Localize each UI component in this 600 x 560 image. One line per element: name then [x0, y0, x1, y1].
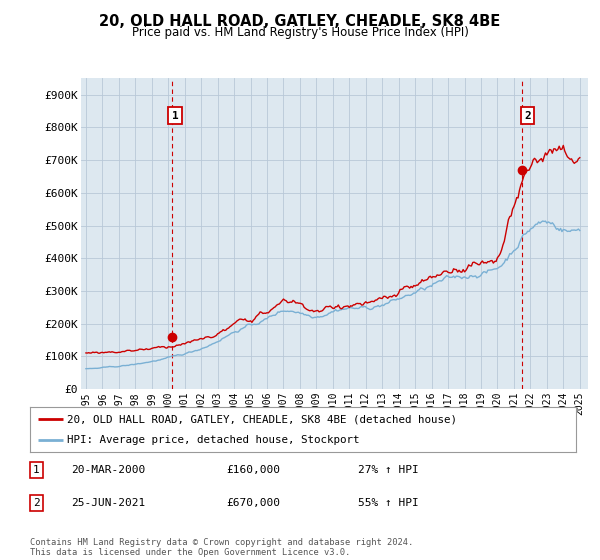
Text: £160,000: £160,000	[227, 465, 281, 475]
Text: 1: 1	[172, 111, 179, 121]
Text: 20-MAR-2000: 20-MAR-2000	[71, 465, 145, 475]
Text: 20, OLD HALL ROAD, GATLEY, CHEADLE, SK8 4BE: 20, OLD HALL ROAD, GATLEY, CHEADLE, SK8 …	[100, 14, 500, 29]
Text: 1: 1	[33, 465, 40, 475]
Text: 55% ↑ HPI: 55% ↑ HPI	[358, 498, 418, 508]
Text: 25-JUN-2021: 25-JUN-2021	[71, 498, 145, 508]
Text: £670,000: £670,000	[227, 498, 281, 508]
Text: Contains HM Land Registry data © Crown copyright and database right 2024.
This d: Contains HM Land Registry data © Crown c…	[30, 538, 413, 557]
Text: 2: 2	[33, 498, 40, 508]
Text: Price paid vs. HM Land Registry's House Price Index (HPI): Price paid vs. HM Land Registry's House …	[131, 26, 469, 39]
Text: 20, OLD HALL ROAD, GATLEY, CHEADLE, SK8 4BE (detached house): 20, OLD HALL ROAD, GATLEY, CHEADLE, SK8 …	[67, 414, 457, 424]
Text: 27% ↑ HPI: 27% ↑ HPI	[358, 465, 418, 475]
Text: HPI: Average price, detached house, Stockport: HPI: Average price, detached house, Stoc…	[67, 435, 359, 445]
Text: 2: 2	[524, 111, 531, 121]
